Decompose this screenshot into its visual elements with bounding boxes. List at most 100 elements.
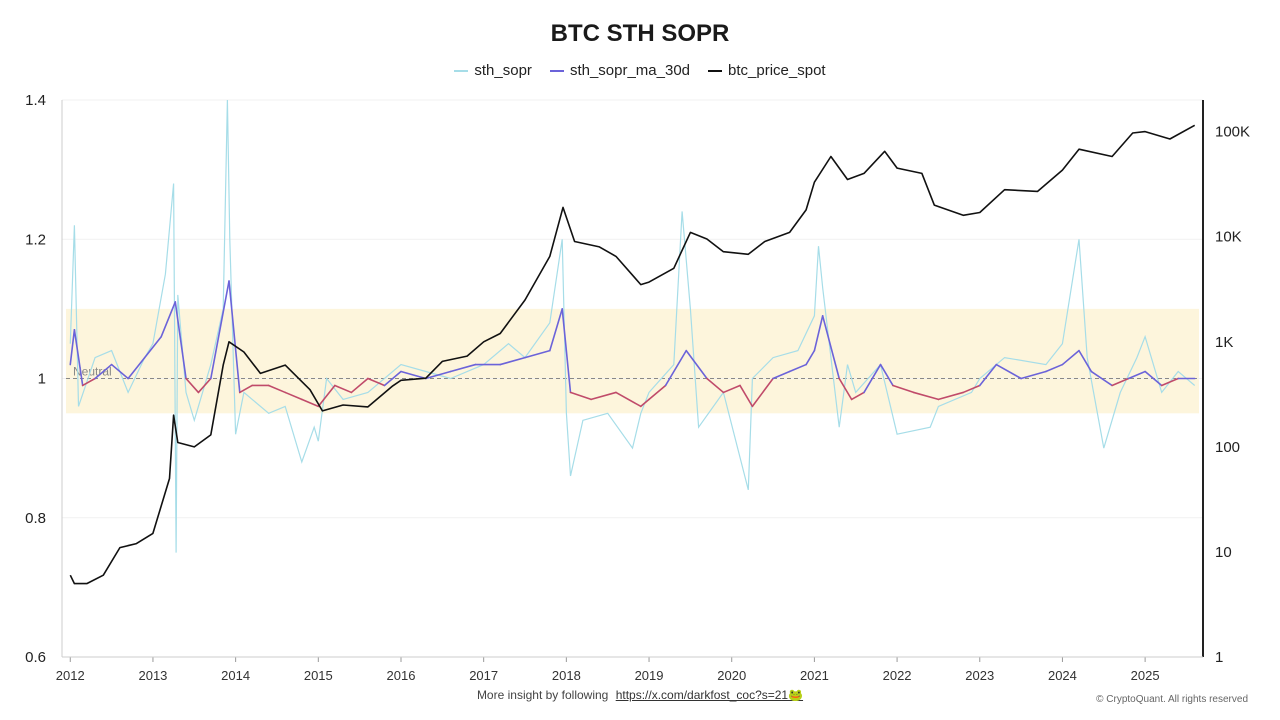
left-axis-tick-label: 1: [38, 371, 46, 388]
series-sth-sopr-ma-segment: [648, 384, 667, 401]
series-sth-sopr-ma-segment: [706, 377, 725, 394]
series-sth-sopr-ma-segment: [1144, 370, 1163, 387]
series-sth-sopr-ma-segment: [317, 384, 336, 408]
series-sth-sopr-ma-segment: [449, 363, 477, 373]
series-sth-sopr-ma-segment: [350, 377, 369, 394]
right-axis-tick-label: 100: [1215, 439, 1240, 456]
series-sth-sopr-ma-segment: [590, 391, 617, 401]
series-sth-sopr-ma-segment: [978, 363, 998, 387]
series-sth-sopr-ma-segment: [569, 391, 592, 401]
legend-swatch-sth-sopr-ma: [549, 69, 564, 72]
series-sth-sopr-ma-segment: [300, 398, 320, 408]
series-sth-sopr-ma-segment: [995, 363, 1022, 380]
series-sth-sopr-ma-segment: [788, 363, 807, 373]
series-sth-sopr-ma-segment: [160, 301, 177, 338]
series-sth-sopr-ma-segment: [400, 370, 427, 380]
legend-label-sth-sopr-ma: sth_sopr_ma_30d: [569, 62, 691, 79]
x-axis-tick-label: 2016: [387, 668, 416, 683]
neutral-band: [66, 308, 1199, 414]
x-axis-tick-label: 2019: [635, 668, 664, 683]
x-axis-tick-label: 2012: [56, 668, 85, 683]
left-axis-tick-label: 1.4: [25, 92, 46, 109]
series-sth-sopr-ma-segment: [561, 308, 572, 394]
series-sth-sopr-ma-segment: [664, 349, 688, 387]
footer-link[interactable]: https://x.com/darkfost_coc?s=21🐸: [615, 688, 804, 702]
series-sth-sopr-ma-segment: [1090, 370, 1113, 387]
x-axis-tick-label: 2017: [469, 668, 498, 683]
chart-title: BTC STH SOPR: [550, 20, 730, 47]
series-sth-sopr-ma-segment: [821, 315, 841, 380]
x-axis-tick-label: 2021: [800, 668, 829, 683]
right-axis-tick-label: 10: [1215, 544, 1232, 561]
x-axis-tick-label: 2023: [965, 668, 994, 683]
series-sth-sopr-ma-segment: [1111, 377, 1130, 387]
series-sth-sopr-ma-segment: [892, 384, 915, 394]
x-axis-tick-label: 2022: [883, 668, 912, 683]
series-sth-sopr-ma-segment: [805, 349, 816, 366]
legend-label-btc-price: btc_price_spot: [728, 62, 826, 79]
series-sth-sopr-ma-segment: [94, 363, 113, 380]
series-sth-sopr-ma-segment: [110, 363, 129, 380]
series-sth-sopr-ma-segment: [1127, 370, 1146, 380]
x-axis-tick-label: 2014: [221, 668, 250, 683]
series-sth-sopr-ma-segment: [863, 363, 882, 394]
series-sth-sopr-ma-segment: [174, 301, 187, 380]
series-sth-sopr-ma-segment: [685, 349, 708, 380]
series-sth-sopr-ma-segment: [722, 384, 741, 394]
series-sth-sopr-ma-segment: [639, 398, 650, 408]
series-sth-sopr-ma-segment: [284, 391, 303, 401]
series-sth-sopr-ma-segment: [549, 308, 564, 352]
series-sth-sopr-ma-segment: [850, 391, 865, 401]
series-sth-sopr-ma-segment: [81, 377, 96, 387]
series-sth-sopr-ma-segment: [267, 384, 287, 394]
series-sth-sopr-ma-segment: [499, 356, 526, 366]
series-sth-sopr-ma-segment: [1061, 349, 1080, 366]
x-axis-tick-label: 2024: [1048, 668, 1077, 683]
series-sth-sopr-ma-segment: [751, 377, 774, 408]
series-sth-sopr-ma-segment: [228, 280, 241, 394]
series-sth-sopr-ma-segment: [962, 384, 981, 394]
x-axis-tick-label: 2018: [552, 668, 581, 683]
legend-label-sth-sopr: sth_sopr: [474, 62, 532, 79]
legend-item-sth-sopr-ma[interactable]: sth_sopr_ma_30d: [549, 62, 691, 79]
footer-note: More insight by following https://x.com/…: [0, 688, 1280, 702]
copyright-text: © CryptoQuant. All rights reserved: [1096, 694, 1248, 705]
series-sth-sopr-ma-segment: [524, 349, 551, 359]
series-sth-sopr-ma-segment: [739, 384, 754, 408]
legend: sth_sopr sth_sopr_ma_30d btc_price_spot: [0, 62, 1280, 79]
series-btc-price-line: [69, 124, 1196, 585]
series-sth-sopr-ma-segment: [210, 280, 230, 380]
series-sth-sopr-ma-segment: [424, 370, 452, 380]
left-axis-tick-label: 0.6: [25, 649, 46, 666]
x-axis-tick-label: 2013: [138, 668, 167, 683]
series-sth-sopr-ma-segment: [937, 391, 965, 401]
series-sth-sopr-ma-segment: [383, 370, 402, 387]
series-sth-sopr-ma-segment: [73, 328, 84, 387]
series-sth-sopr-ma-segment: [838, 377, 853, 401]
right-axis-tick-label: 100K: [1215, 124, 1250, 141]
left-axis-tick-label: 0.8: [25, 510, 46, 527]
series-sth-sopr-ma-segment: [879, 363, 894, 387]
footer-note-text: More insight by following: [476, 688, 609, 702]
series-sth-sopr-ma-segment: [334, 384, 353, 394]
series-sth-sopr-ma-segment: [69, 328, 76, 366]
series-sth-sopr-ma-segment: [1020, 370, 1047, 380]
series-sth-sopr-ma-segment: [1045, 363, 1064, 373]
series-sth-sopr-ma-segment: [615, 391, 642, 408]
series-sth-sopr-ma-segment: [1160, 377, 1179, 387]
series-sth-sopr-ma-segment: [1078, 349, 1093, 373]
series-sth-sopr-ma-segment: [197, 377, 212, 394]
series-sth-sopr-ma-segment: [367, 377, 386, 387]
series-sth-sopr-ma-segment: [813, 315, 824, 352]
series-sth-sopr-ma-segment: [127, 356, 146, 380]
legend-item-sth-sopr[interactable]: sth_sopr: [454, 62, 532, 79]
x-axis-tick-label: 2015: [304, 668, 333, 683]
left-axis-tick-label: 1.2: [25, 231, 46, 248]
x-axis-tick-label: 2025: [1131, 668, 1160, 683]
x-axis-tick-label: 2020: [717, 668, 746, 683]
series-sth-sopr-ma-segment: [912, 391, 940, 401]
legend-item-btc-price[interactable]: btc_price_spot: [708, 62, 826, 79]
legend-swatch-sth-sopr: [454, 69, 469, 72]
series-sth-sopr-ma-segment: [143, 335, 163, 359]
